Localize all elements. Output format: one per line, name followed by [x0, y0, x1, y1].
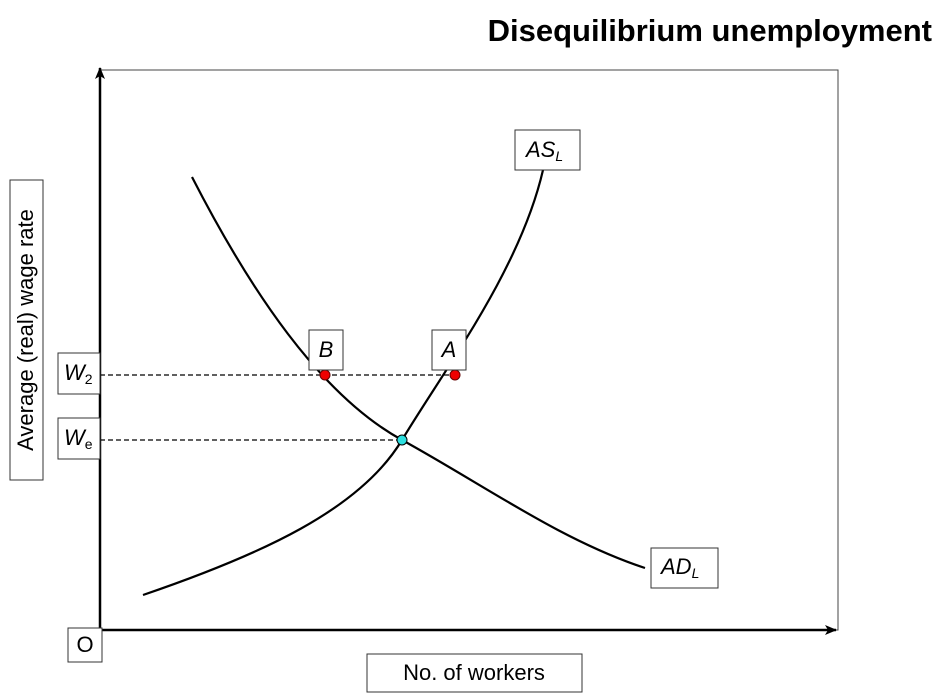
point-a [449, 369, 461, 381]
w2-box [57, 352, 101, 395]
as-label: ASL [524, 137, 563, 164]
origin-box [67, 627, 103, 663]
title: Disequilibrium unemployment [488, 13, 932, 48]
ad-label-box [650, 547, 719, 589]
y-label-box [9, 179, 44, 481]
ad-label: ADL [659, 554, 699, 581]
we-label: We [64, 425, 93, 452]
a-label: A [440, 337, 457, 362]
as-curve [142, 169, 545, 597]
x-axis-label: No. of workers [403, 660, 545, 685]
as-label-box [514, 129, 581, 171]
w2-label: W2 [64, 360, 93, 387]
b-label: B [319, 337, 334, 362]
frame [99, 69, 839, 631]
b-label-box [308, 329, 344, 371]
ad-curve [191, 176, 646, 570]
x-label-box [366, 653, 583, 693]
y-axis-label: Average (real) wage rate [13, 209, 38, 451]
origin-label: O [76, 632, 93, 657]
we-box [57, 417, 101, 460]
a-label-box [431, 329, 467, 371]
equilibrium-point [396, 434, 408, 446]
point-b [319, 369, 331, 381]
